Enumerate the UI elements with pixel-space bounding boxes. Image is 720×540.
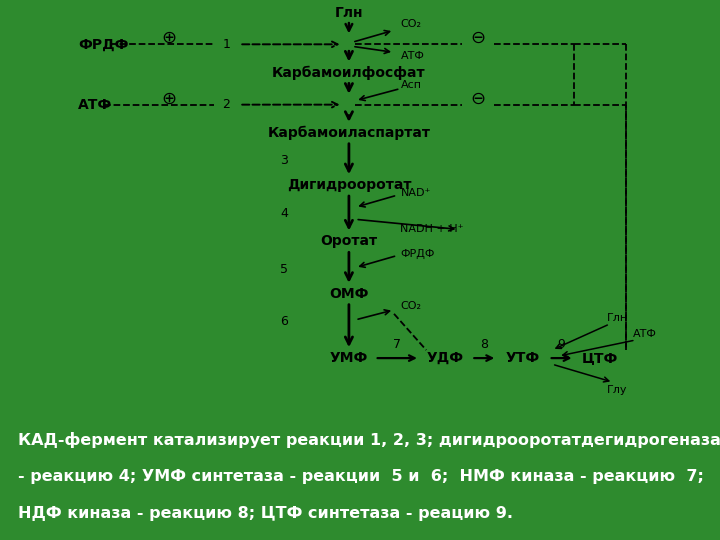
Text: 3: 3 [281, 154, 289, 167]
Text: УТФ: УТФ [505, 351, 540, 365]
Text: УДФ: УДФ [427, 351, 464, 365]
Text: Глн: Глн [335, 6, 363, 20]
Text: Дигидрооротат: Дигидрооротат [287, 178, 411, 192]
Text: Глу: Глу [607, 385, 627, 395]
Text: АТФ: АТФ [78, 98, 112, 112]
Text: НДФ киназа - реакцию 8; ЦТФ синтетаза - реацию 9.: НДФ киназа - реакцию 8; ЦТФ синтетаза - … [18, 506, 513, 521]
Text: УМФ: УМФ [330, 351, 368, 365]
Text: 8: 8 [480, 338, 488, 350]
Text: ⊕: ⊕ [161, 29, 176, 48]
Text: 9: 9 [557, 338, 565, 350]
Text: ФРДФ: ФРДФ [78, 37, 129, 51]
Text: ⊖: ⊖ [470, 29, 485, 48]
Text: CO₂: CO₂ [400, 19, 421, 29]
Text: ФРДФ: ФРДФ [400, 248, 435, 259]
Text: 2: 2 [222, 98, 230, 111]
Text: 4: 4 [281, 207, 289, 220]
Text: ⊕: ⊕ [161, 90, 176, 107]
Text: 5: 5 [281, 263, 289, 276]
Text: КАД-фермент катализирует реакции 1, 2, 3; дигидрооротатдегидрогеназа: КАД-фермент катализирует реакции 1, 2, 3… [18, 433, 720, 448]
Text: Оротат: Оротат [320, 234, 377, 248]
Text: 6: 6 [281, 315, 289, 328]
Text: 1: 1 [222, 38, 230, 51]
Text: 7: 7 [393, 338, 401, 350]
Text: ⊖: ⊖ [470, 90, 485, 107]
Text: Карбамоилфосфат: Карбамоилфосфат [272, 65, 426, 79]
Text: Карбамоиласпартат: Карбамоиласпартат [267, 126, 431, 140]
Text: NADH + H⁺: NADH + H⁺ [400, 224, 464, 234]
Text: ЦТФ: ЦТФ [582, 351, 618, 365]
Text: АТФ: АТФ [400, 51, 424, 62]
Text: АТФ: АТФ [632, 329, 657, 339]
Text: - реакцию 4; УМФ синтетаза - реакции  5 и  6;  НМФ киназа - реакцию  7;: - реакцию 4; УМФ синтетаза - реакции 5 и… [18, 469, 704, 484]
Text: ОМФ: ОМФ [329, 287, 369, 301]
Text: Асп: Асп [400, 79, 421, 90]
Text: Глн: Глн [607, 313, 628, 323]
Text: NAD⁺: NAD⁺ [400, 188, 431, 198]
Text: CO₂: CO₂ [400, 301, 421, 311]
